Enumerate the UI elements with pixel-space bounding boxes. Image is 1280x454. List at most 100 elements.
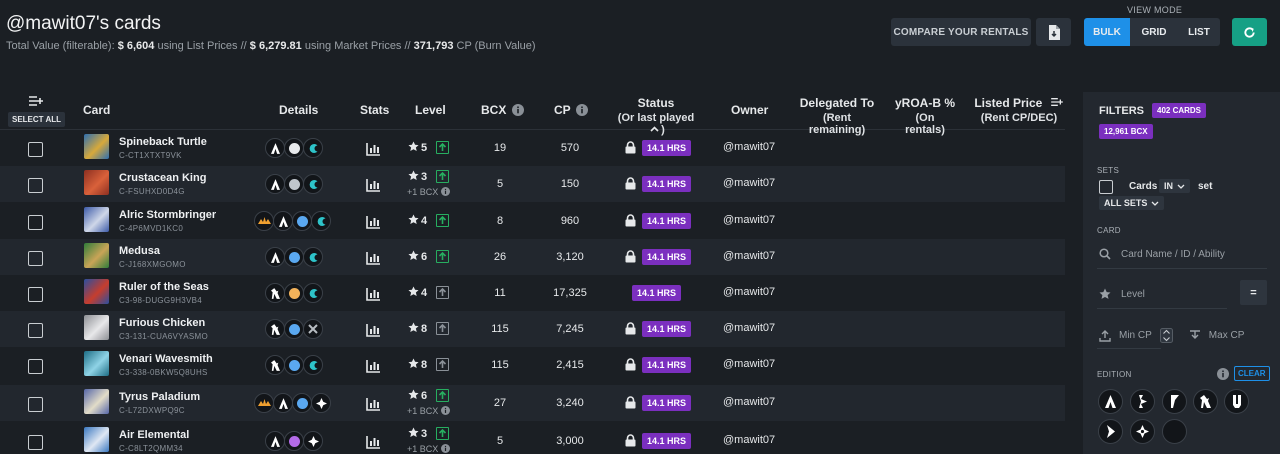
card-thumbnail[interactable]	[84, 243, 109, 268]
stats-icon[interactable]	[366, 287, 381, 301]
card-name[interactable]: Air Elemental	[119, 429, 190, 441]
card-owner[interactable]: @mawit07	[723, 141, 776, 153]
edition-beta-icon[interactable]	[1130, 389, 1155, 414]
view-mode-list-button[interactable]: LIST	[1178, 18, 1220, 46]
table-row[interactable]: Air Elemental C-C8LT2QMM34 3 +1 BCX 5 3,000 14…	[0, 423, 1065, 454]
card-name[interactable]: Spineback Turtle	[119, 136, 207, 148]
card-owner[interactable]: @mawit07	[723, 250, 776, 262]
view-mode-bulk-button[interactable]: BULK	[1084, 18, 1130, 46]
row-checkbox[interactable]	[28, 142, 43, 157]
stats-icon[interactable]	[366, 215, 381, 229]
info-icon[interactable]	[575, 104, 588, 116]
table-row[interactable]: Furious Chicken C3-131-CUA6VYASMO 8 115 7,24…	[0, 311, 1065, 347]
stats-icon[interactable]	[366, 142, 381, 156]
select-all-button[interactable]: SELECT ALL	[8, 112, 66, 127]
edition-chaos-icon[interactable]	[1098, 419, 1123, 444]
level-up-icon[interactable]	[436, 170, 449, 183]
table-row[interactable]: Spineback Turtle C-CT1XTXT9VK 5 19 570 14.1 H…	[0, 130, 1065, 166]
min-cp-input[interactable]: Min CP Max CP	[1099, 328, 1267, 343]
card-thumbnail[interactable]	[84, 427, 109, 452]
level-up-icon[interactable]	[436, 427, 449, 440]
level-up-icon[interactable]	[436, 389, 449, 402]
edition-rebellion-icon[interactable]	[1162, 419, 1187, 444]
row-checkbox[interactable]	[28, 287, 43, 302]
row-checkbox[interactable]	[28, 215, 43, 230]
card-name[interactable]: Venari Wavesmith	[119, 353, 213, 365]
card-thumbnail[interactable]	[84, 134, 109, 159]
card-name[interactable]: Ruler of the Seas	[119, 281, 209, 293]
card-name[interactable]: Alric Stormbringer	[119, 209, 217, 221]
column-level[interactable]: Level	[415, 103, 446, 117]
edition-untamed-icon[interactable]	[1193, 389, 1218, 414]
stats-icon[interactable]	[366, 323, 381, 337]
card-owner[interactable]: @mawit07	[723, 396, 776, 408]
info-icon[interactable]	[441, 187, 451, 196]
table-row[interactable]: Ruler of the Seas C3-98-DUGG9H3VB4 4 11 17,3…	[0, 275, 1065, 311]
card-name[interactable]: Furious Chicken	[119, 317, 206, 329]
info-icon[interactable]	[511, 104, 524, 116]
row-checkbox[interactable]	[28, 397, 43, 412]
all-sets-select[interactable]: ALL SETS	[1099, 196, 1165, 210]
column-card[interactable]: Card	[83, 103, 111, 117]
column-owner[interactable]: Owner	[731, 103, 769, 117]
refresh-button[interactable]	[1232, 18, 1267, 46]
table-row[interactable]: Medusa C-J168XMGOMO 6 26 3,120 14.1 HRS @mawit…	[0, 239, 1065, 275]
level-up-icon[interactable]	[436, 358, 449, 371]
table-row[interactable]: Venari Wavesmith C3-338-0BKW5Q8UHS 8 115 2,4…	[0, 347, 1065, 383]
level-up-icon[interactable]	[436, 141, 449, 154]
card-thumbnail[interactable]	[84, 207, 109, 232]
stats-icon[interactable]	[366, 435, 381, 449]
info-icon[interactable]	[441, 406, 451, 415]
edition-reward-icon[interactable]	[1224, 389, 1249, 414]
view-mode-grid-button[interactable]: GRID	[1130, 18, 1178, 46]
row-checkbox[interactable]	[28, 359, 43, 374]
card-owner[interactable]: @mawit07	[723, 177, 776, 189]
info-icon[interactable]	[1217, 368, 1229, 380]
card-thumbnail[interactable]	[84, 315, 109, 340]
row-checkbox[interactable]	[28, 435, 43, 450]
level-up-icon[interactable]	[436, 286, 449, 299]
clear-edition-button[interactable]: CLEAR	[1234, 366, 1270, 381]
edition-promo-icon[interactable]	[1162, 389, 1187, 414]
column-cp[interactable]: CP	[554, 103, 588, 117]
row-checkbox[interactable]	[28, 178, 43, 193]
stats-icon[interactable]	[366, 397, 381, 411]
card-name[interactable]: Medusa	[119, 245, 160, 257]
column-listed-price[interactable]: Listed Price (Rent CP/DEC)	[973, 96, 1065, 124]
stats-icon[interactable]	[366, 178, 381, 192]
card-name[interactable]: Crustacean King	[119, 172, 207, 184]
column-delegated[interactable]: Delegated To (Rent remaining)	[795, 96, 879, 136]
level-up-icon[interactable]	[436, 214, 449, 227]
edition-dice-icon[interactable]	[1130, 419, 1155, 444]
export-document-button[interactable]	[1036, 18, 1071, 46]
stats-icon[interactable]	[366, 359, 381, 373]
table-row[interactable]: Tyrus Paladium C-L72DXWPQ9C 6 +1 BCX 27 3,240…	[0, 385, 1065, 421]
card-name[interactable]: Tyrus Paladium	[119, 391, 201, 403]
list-add-icon[interactable]	[28, 95, 44, 107]
compare-rentals-button[interactable]: COMPARE YOUR RENTALS	[891, 18, 1031, 46]
card-search-input[interactable]: Card Name / ID / Ability	[1099, 248, 1267, 260]
card-owner[interactable]: @mawit07	[723, 286, 776, 298]
level-up-icon[interactable]	[436, 250, 449, 263]
stats-icon[interactable]	[366, 251, 381, 265]
column-bcx[interactable]: BCX	[481, 103, 524, 117]
level-up-icon[interactable]	[436, 322, 449, 335]
table-row[interactable]: Alric Stormbringer C-4P6MVD1KC0 4 8 960 14.1 …	[0, 203, 1065, 239]
sets-in-select[interactable]: IN	[1159, 179, 1190, 193]
card-thumbnail[interactable]	[84, 351, 109, 376]
card-owner[interactable]: @mawit07	[723, 434, 776, 446]
edition-alpha-icon[interactable]	[1098, 389, 1123, 414]
card-owner[interactable]: @mawit07	[723, 322, 776, 334]
column-status[interactable]: Status (Or last played )	[610, 96, 702, 136]
row-checkbox[interactable]	[28, 251, 43, 266]
sets-checkbox[interactable]	[1099, 180, 1113, 194]
card-thumbnail[interactable]	[84, 389, 109, 414]
column-yroa[interactable]: yROA-B % (On rentals)	[895, 96, 955, 136]
card-owner[interactable]: @mawit07	[723, 214, 776, 226]
level-filter-input[interactable]: Level	[1099, 288, 1267, 300]
table-row[interactable]: Crustacean King C-FSUHXD0D4G 3 +1 BCX 5 150 14…	[0, 166, 1065, 202]
info-icon[interactable]	[441, 444, 451, 453]
row-checkbox[interactable]	[28, 323, 43, 338]
level-operator-button[interactable]: =	[1240, 280, 1267, 305]
card-thumbnail[interactable]	[84, 170, 109, 195]
